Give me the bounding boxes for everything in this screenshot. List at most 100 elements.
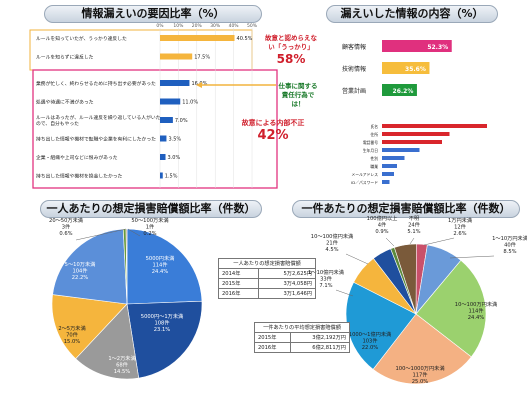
category-label: 持ち出した情報や機材を換金したかった <box>36 173 123 180</box>
pie-slice-label: 5〜10万未満 104件 22.2% <box>65 260 96 281</box>
category-label: 企業・組織や上司などに恨みがあった <box>36 154 118 161</box>
bar-value-label: 1.5% <box>165 174 178 180</box>
leader-line <box>127 228 141 237</box>
internal-callout-pct: 42% <box>257 128 289 143</box>
table-value: 5万2,625円 <box>258 268 316 279</box>
bar <box>382 148 420 152</box>
pie-slice-label: 100〜1000万円未満 117件 25.0% <box>395 364 444 385</box>
pie-slice-label: 2〜5万未満 70件 15.0% <box>58 324 85 345</box>
bar-value-label: 17.5% <box>194 55 210 61</box>
pie-slice-label: 1000〜1億円未満 103件 22.0% <box>349 330 391 351</box>
bar <box>160 53 193 60</box>
internal-callout-text: 故意による内部不正 <box>241 119 305 127</box>
category-label: ルールを知らずに違反した <box>36 54 94 61</box>
bar <box>382 40 452 52</box>
category-label: ルールを知っていたが、うっかり違反した <box>36 35 127 42</box>
bar <box>382 132 450 136</box>
pie-slice <box>52 228 128 305</box>
bar <box>382 156 405 160</box>
category-label: ID／パスワード <box>351 180 378 185</box>
bar <box>160 172 163 179</box>
per-person-table-header: 一人あたりの想定損害賠償額 <box>218 258 316 269</box>
pie-slice-label: 50〜100万未満 1件 0.2% <box>131 216 168 237</box>
bar <box>382 180 390 184</box>
bar <box>382 140 442 144</box>
work-callout: 仕事に関する責任行為では！ <box>278 82 318 108</box>
category-label: 生年月日 <box>363 148 378 153</box>
pie-slice-label: 1〜10億円未満 33件 7.1% <box>308 268 344 289</box>
table-year: 2014年 <box>217 268 260 279</box>
bar <box>160 35 235 41</box>
pie-slice-label: 1〜10万円未満 40件 8.5% <box>492 234 527 255</box>
category-label: 氏名 <box>370 124 378 129</box>
pie-slice-label: 1〜2万未満 68件 14.5% <box>108 354 135 375</box>
pie-slice <box>126 228 203 305</box>
bar <box>382 62 430 74</box>
x-tick-label: 50% <box>247 23 258 29</box>
pie-slice-label: 10〜100億円未満 21件 4.5% <box>311 232 353 253</box>
table-year: 2016年 <box>253 342 292 353</box>
arrow-head <box>196 82 202 88</box>
category-label: 電話番号 <box>363 140 378 145</box>
bar <box>382 124 487 128</box>
internal-callout: 故意による内部不正 42% <box>236 118 310 143</box>
x-tick-label: 40% <box>229 23 240 29</box>
bar <box>160 117 173 123</box>
pie-slice <box>415 259 487 358</box>
pie-slice-label: 20〜50万未満 3件 0.6% <box>49 216 83 237</box>
category-label: ルールはあったが、ルール違反を繰り返している人がいたので、自分もやった <box>36 114 161 127</box>
category-label: 処遇や待遇に不満があった <box>36 99 94 106</box>
x-tick-label: 20% <box>192 23 203 29</box>
bar <box>382 164 397 168</box>
bar-value-label: 52.3% <box>427 44 448 51</box>
leader-line <box>449 255 495 259</box>
leader-line <box>423 237 455 246</box>
bar-value-label: 11.0% <box>182 100 198 106</box>
table-value: 6億2,811万円 <box>290 342 350 353</box>
pie-slice-label: 不明 24件 5.1% <box>407 215 420 235</box>
mistake-callout-pct: 58% <box>276 52 306 66</box>
pie-slice <box>51 294 128 360</box>
leader-line <box>75 228 127 241</box>
pie-slice <box>126 300 203 379</box>
table-year: 2016年 <box>217 288 260 299</box>
table-row: 2014年 5万2,625円 <box>217 268 316 279</box>
title-leak-contents: 漏えいした情報の内容（%） <box>326 5 498 23</box>
bar-value-label: 3.5% <box>168 137 181 143</box>
leader-line <box>385 237 395 247</box>
table-row: 2015年 3億2,192万円 <box>253 332 350 343</box>
category-label: 業務が忙しく、終わらせるために持ち出す必要があった <box>36 80 156 87</box>
pie-slice-label: 5000円〜1万未満 108件 23.1% <box>141 312 183 333</box>
bar <box>160 135 167 142</box>
table-row: 2016年 6億2,811万円 <box>253 342 350 353</box>
pie-slice <box>372 313 472 385</box>
internal-group-frame <box>32 69 278 189</box>
category-label: メールアドレス <box>351 172 378 177</box>
bar-value-label: 26.2% <box>393 88 414 95</box>
pie-slice <box>393 243 417 315</box>
table-year: 2015年 <box>217 278 260 289</box>
table-value: 3億2,192万円 <box>290 332 350 343</box>
bar <box>160 98 181 105</box>
leak-contents-chart: 顧客情報 52.3% 技術情報 35.6% 営業計画 26.2% 氏名住所電話番号生年月日性… <box>342 40 487 185</box>
category-label: 住所 <box>370 132 378 137</box>
pie-slice-label: 1万円未満 12件 2.6% <box>448 216 472 237</box>
table-value: 3万1,646円 <box>258 288 316 299</box>
pie-slice <box>75 303 140 380</box>
pie-slice-label: 5000円未満 114件 24.4% <box>146 254 175 275</box>
bar-value-label: 40.5% <box>237 36 253 42</box>
table-row: 2015年 3万4,058円 <box>217 278 316 289</box>
bar-value-label: 3.0% <box>168 155 181 161</box>
per-case-table-header: 一件あたりの平均想定損害賠償額 <box>254 322 350 333</box>
title-leak-causes: 情報漏えいの要因比率（%） <box>44 5 262 23</box>
bar-value-label: 35.6% <box>405 66 426 73</box>
title-per-person-pie: 一人あたりの想定損害賠償額比率（件数） <box>40 200 262 218</box>
x-tick-label: 10% <box>173 23 184 29</box>
pie-slice-label: 100億円以上 4件 0.9% <box>367 214 398 235</box>
category-label: 職業 <box>370 164 378 169</box>
category-label: 顧客情報 <box>342 43 366 51</box>
bar <box>160 80 190 86</box>
category-label: 持ち出した情報や機材で転職や企業を有利にしたかった <box>36 136 156 143</box>
bar-value-label: 7.0% <box>175 118 188 124</box>
pie-slice <box>125 228 128 305</box>
